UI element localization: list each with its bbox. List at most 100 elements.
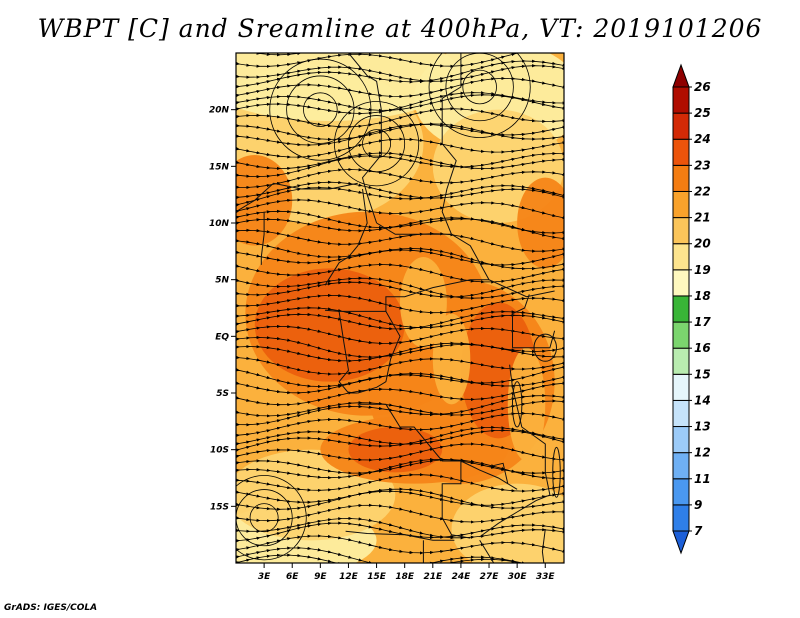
colorbar-label: 23 bbox=[694, 158, 711, 172]
colorbar-extend-high bbox=[672, 63, 690, 88]
colorbar-swatch bbox=[672, 373, 690, 401]
lon-tick-label: 9E bbox=[314, 572, 327, 582]
lake bbox=[533, 333, 558, 362]
lat-tick-label: 20N bbox=[209, 106, 230, 116]
streamline-swirl bbox=[236, 475, 307, 561]
country-border bbox=[376, 222, 452, 235]
streamline bbox=[236, 442, 564, 462]
colorbar-swatch bbox=[672, 190, 690, 219]
streamlines bbox=[236, 53, 564, 563]
colorbar-label: 17 bbox=[694, 315, 711, 329]
country-borders bbox=[236, 53, 561, 563]
country-border bbox=[324, 188, 368, 286]
streamline-swirl bbox=[249, 503, 279, 533]
streamline-swirl bbox=[362, 129, 392, 159]
lake bbox=[511, 381, 523, 428]
colorbar-label: 15 bbox=[694, 367, 711, 381]
lon-tick-label: 24E bbox=[452, 572, 472, 582]
streamline-swirl bbox=[462, 69, 497, 105]
lake bbox=[552, 446, 561, 498]
country-border bbox=[338, 311, 358, 394]
streamline bbox=[236, 107, 564, 129]
streamline-swirl bbox=[286, 75, 355, 144]
colorbar-label: 26 bbox=[694, 80, 711, 94]
lat-tick-label: 10N bbox=[209, 219, 230, 229]
lon-tick-label: 12E bbox=[339, 572, 359, 582]
streamline bbox=[236, 278, 564, 299]
colorbar-label: 12 bbox=[694, 446, 711, 460]
country-border bbox=[512, 294, 530, 348]
country-border bbox=[460, 460, 509, 485]
colorbar: 7 9 11 12 13 14 15 16 17 18 19 20 21 22 23 24 25 26 bbox=[672, 63, 711, 555]
lon-tick-label: 6E bbox=[286, 572, 299, 582]
lon-tick-label: 21E bbox=[423, 572, 443, 582]
colorbar-label: 16 bbox=[694, 341, 711, 355]
streamline bbox=[236, 521, 564, 543]
colorbar-label: 18 bbox=[694, 289, 711, 303]
streamline-swirl bbox=[303, 92, 338, 127]
colorbar-label: 22 bbox=[694, 184, 711, 198]
colorbar-label: 21 bbox=[694, 211, 711, 225]
lat-tick-label: 10S bbox=[210, 446, 229, 456]
lat-tick-label: 5N bbox=[215, 276, 229, 286]
streamline bbox=[236, 341, 564, 363]
country-border bbox=[441, 53, 555, 298]
lon-axis: 3E 6E 9E 12E 15E 18E 21E 24E 27E 30E 33E bbox=[258, 563, 556, 582]
colorbar-swatch bbox=[672, 452, 690, 480]
colorbar-swatch bbox=[672, 399, 690, 428]
colorbar-label: 24 bbox=[694, 132, 711, 146]
map-frame bbox=[235, 52, 565, 564]
colorbar-extend-low bbox=[672, 530, 690, 555]
colorbar-label: 19 bbox=[694, 263, 711, 277]
country-border bbox=[512, 330, 556, 349]
colorbar-swatch bbox=[672, 295, 690, 323]
colorbar-label: 25 bbox=[694, 106, 711, 120]
country-border bbox=[324, 279, 489, 312]
chart-title: WBPT [C] and Sreamline at 400hPa, VT: 20… bbox=[37, 14, 763, 43]
colorbar-swatch bbox=[672, 138, 690, 166]
colorbar-swatch bbox=[672, 504, 690, 532]
streamline bbox=[236, 553, 564, 563]
colorbar-swatch bbox=[672, 164, 690, 192]
streamline-swirl bbox=[334, 101, 420, 187]
streamline bbox=[236, 457, 564, 480]
colorbar-swatch bbox=[672, 347, 690, 375]
colorbar-label: 9 bbox=[694, 498, 702, 512]
streamline-swirl bbox=[269, 58, 372, 161]
lat-tick-label: 15N bbox=[209, 162, 230, 172]
field-region bbox=[507, 347, 546, 462]
grads-credit: GrADS: IGES/COLA bbox=[4, 603, 98, 613]
country-border bbox=[260, 211, 265, 265]
country-border bbox=[357, 311, 401, 394]
colorbar-swatch bbox=[672, 217, 690, 245]
country-border bbox=[541, 528, 546, 563]
country-border bbox=[479, 364, 551, 538]
colorbar-swatch bbox=[672, 243, 690, 271]
colorbar-label: 7 bbox=[694, 524, 703, 538]
streamline-swirl bbox=[428, 53, 531, 138]
map-area bbox=[236, 53, 564, 563]
colorbar-swatch bbox=[672, 269, 690, 297]
lat-tick-label: 15S bbox=[210, 502, 229, 512]
colorbar-swatch bbox=[672, 426, 690, 454]
colorbar-label: 11 bbox=[694, 472, 711, 486]
colorbar-label: 13 bbox=[694, 420, 711, 434]
colorbar-swatch bbox=[672, 478, 690, 506]
colorbar-swatch bbox=[672, 86, 690, 114]
lon-tick-label: 18E bbox=[395, 572, 415, 582]
lon-tick-label: 33E bbox=[536, 572, 556, 582]
streamline bbox=[236, 216, 564, 235]
lon-tick-label: 30E bbox=[508, 572, 528, 582]
country-border bbox=[488, 462, 518, 490]
lon-tick-label: 15E bbox=[367, 572, 387, 582]
lon-tick-label: 27E bbox=[480, 572, 500, 582]
country-border bbox=[479, 540, 495, 563]
country-border bbox=[348, 53, 382, 224]
country-border bbox=[236, 182, 358, 213]
colorbar-swatch bbox=[672, 112, 690, 140]
streamline-swirl bbox=[236, 489, 293, 547]
streamline-swirl bbox=[348, 115, 406, 173]
lat-axis: 20N 15N 10N 5N EQ 5S 10S 15S bbox=[209, 106, 236, 512]
colorbar-swatch bbox=[672, 321, 690, 349]
